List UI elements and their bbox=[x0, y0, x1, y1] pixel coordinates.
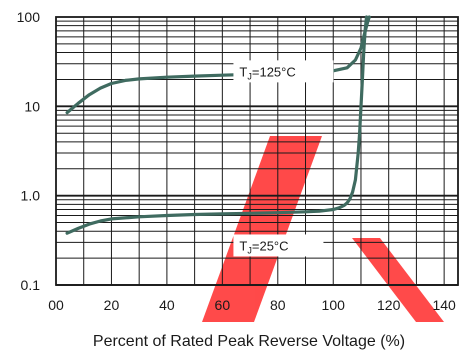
y-tick-label: 10 bbox=[24, 98, 40, 114]
x-tick-label: 40 bbox=[159, 297, 175, 313]
annotation-box bbox=[233, 60, 334, 83]
x-tick-label: 120 bbox=[377, 297, 401, 313]
series-annotation: TJ=125°C bbox=[239, 64, 295, 81]
series-line-tj-25c bbox=[65, 15, 369, 235]
watermark bbox=[202, 136, 444, 322]
x-tick-labels: 00 20 40 60 80 100 120 140 bbox=[48, 297, 456, 313]
plot-frame bbox=[55, 16, 459, 286]
series-layer bbox=[65, 15, 371, 235]
x-tick-label: 60 bbox=[215, 297, 231, 313]
y-tick-labels: 0.1 1.0 10 100 bbox=[17, 9, 41, 293]
annotation-box bbox=[233, 234, 324, 257]
x-axis-label: Percent of Rated Peak Reverse Voltage (%… bbox=[93, 333, 405, 350]
x-tick-label: 00 bbox=[48, 297, 64, 313]
plot-border bbox=[55, 16, 459, 286]
x-tick-label: 140 bbox=[432, 297, 456, 313]
x-tick-label: 20 bbox=[104, 297, 120, 313]
series-annotation: TJ=25°C bbox=[239, 238, 288, 255]
y-tick-label: 100 bbox=[17, 9, 41, 25]
x-tick-label: 80 bbox=[270, 297, 286, 313]
y-tick-label: 1.0 bbox=[21, 188, 41, 204]
x-tick-label: 100 bbox=[322, 297, 346, 313]
y-tick-label: 0.1 bbox=[21, 277, 41, 293]
annotations: TJ=125°C TJ=25°C bbox=[233, 60, 334, 257]
